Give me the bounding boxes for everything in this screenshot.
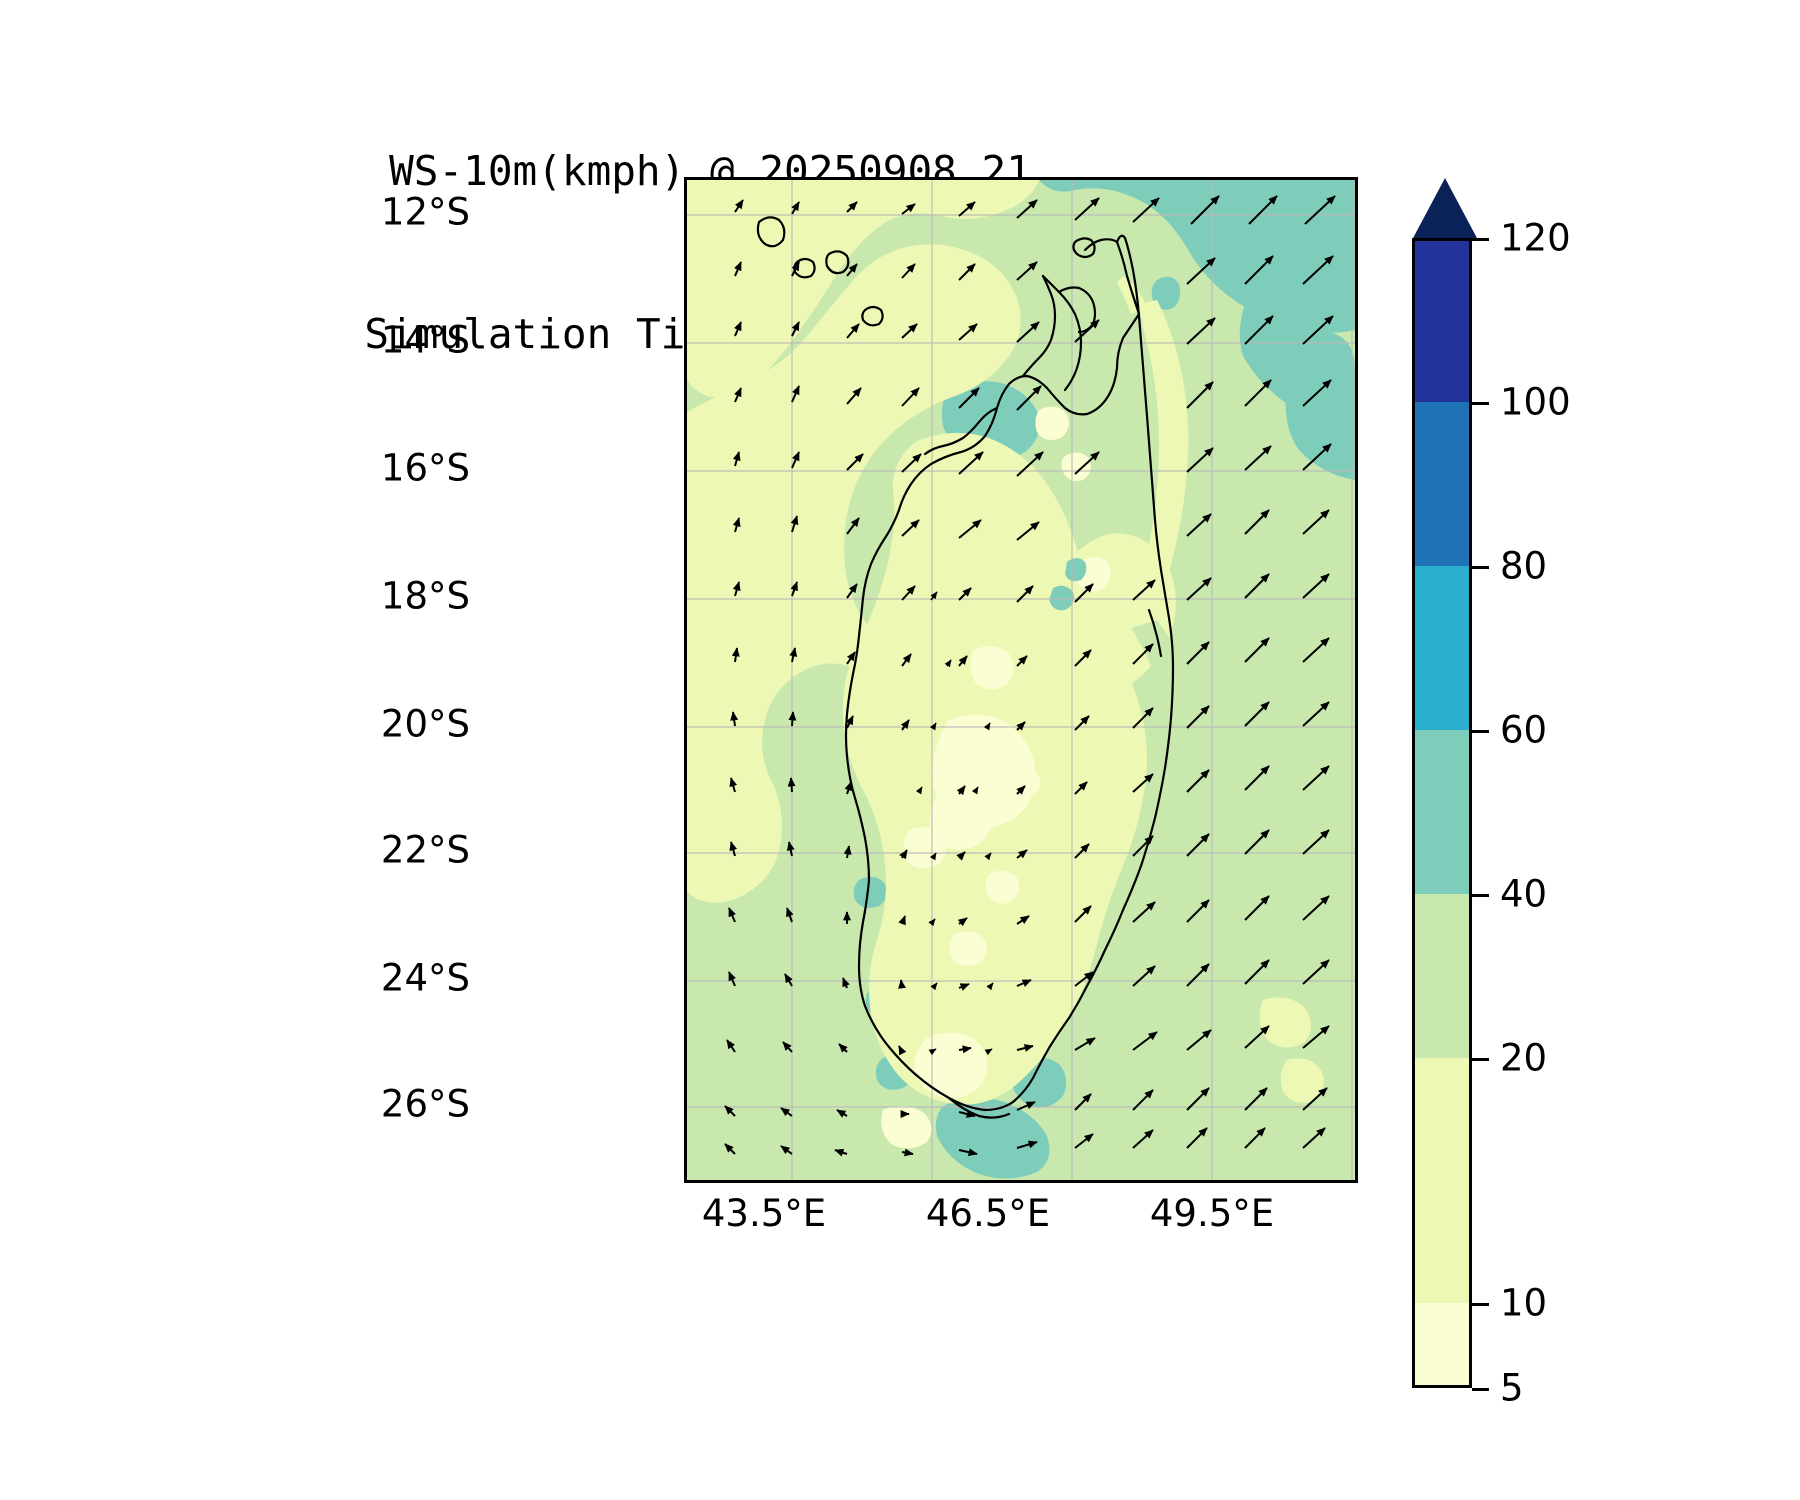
colorbar-segment [1412,730,1472,894]
colorbar-gradient [1412,238,1472,1388]
colorbar-tick-mark [1472,1303,1489,1306]
colorbar-segment [1412,894,1472,1058]
colorbar-tick-mark [1472,894,1489,897]
colorbar-tick-label: 5 [1500,1366,1524,1410]
colorbar-segment [1412,1058,1472,1303]
xtick-label: 43.5°E [701,1192,827,1235]
colorbar-tick-mark [1472,566,1489,569]
colorbar-segment [1412,238,1472,402]
ytick-label: 12°S [380,190,470,234]
ytick-label: 24°S [380,956,470,1000]
ytick-label: 22°S [380,828,470,872]
colorbar: 120 100 80 60 40 20 10 5 [1412,178,1571,1410]
colorbar-tick-mark [1472,1388,1489,1391]
colorbar-tick-label: 100 [1500,380,1571,424]
colorbar-tick-label: 10 [1500,1281,1548,1325]
colorbar-tick-mark [1472,1058,1489,1061]
colorbar-tick-label: 80 [1500,544,1548,588]
colorbar-tick-mark [1472,402,1489,405]
colorbar-tick-mark [1472,238,1489,241]
colorbar-extend-arrow [1412,178,1478,240]
ytick-label: 16°S [380,446,470,490]
colorbar-segment [1412,1303,1472,1388]
ytick-label: 14°S [380,318,470,362]
map-axes [684,177,1358,1183]
colorbar-segment [1412,402,1472,566]
colorbar-tick-mark [1472,730,1489,733]
wind-speed-map [687,180,1355,1180]
xtick-label: 46.5°E [925,1192,1051,1235]
colorbar-tick-label: 60 [1500,708,1548,752]
colorbar-tick-label: 120 [1500,216,1571,260]
colorbar-segment [1412,566,1472,730]
colorbar-tick-label: 40 [1500,872,1548,916]
colorbar-tick-label: 20 [1500,1036,1548,1080]
xtick-label: 49.5°E [1149,1192,1275,1235]
ytick-label: 26°S [380,1082,470,1126]
ytick-label: 18°S [380,574,470,618]
ytick-label: 20°S [380,702,470,746]
